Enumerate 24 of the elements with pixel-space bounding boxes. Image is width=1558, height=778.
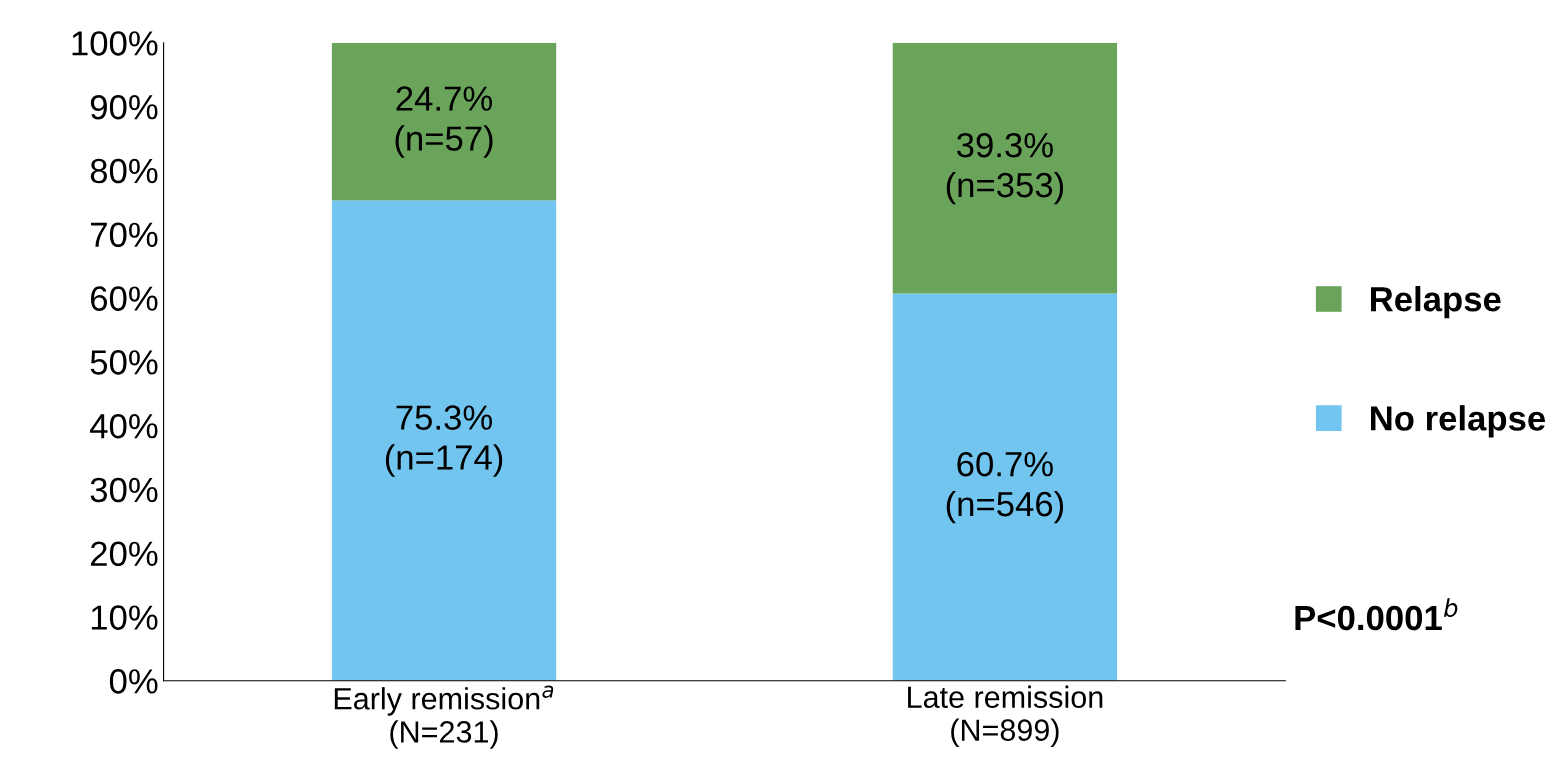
x-tick-label: Late remission (N=899) [908, 685, 1103, 747]
data-label: 24.7% (n=57) [395, 86, 493, 158]
bar [331, 200, 557, 681]
y-tick-label: 70% [91, 222, 158, 248]
bar [331, 42, 557, 201]
legend-label: Relapse [1371, 286, 1501, 319]
category-label: Early remission$^{a}$ (N=231) [334, 685, 554, 749]
data-label: 39.3% (n=353) [946, 132, 1064, 205]
bar [892, 42, 1118, 294]
y-tick-label: 50% [90, 350, 158, 375]
y-tick-label: 20% [90, 541, 158, 567]
y-tick-label: 60% [91, 286, 158, 311]
y-tick-label: 0% [109, 669, 158, 694]
data-label: 75.3% (n=174) [385, 405, 503, 477]
text: P<0.0001$^{b}$ [1295, 598, 1458, 631]
legend-label: No relapse [1371, 405, 1546, 438]
y-tick-label: 40% [90, 413, 158, 439]
y-tick-label: 10% [91, 605, 158, 630]
y-tick-label: 100% [72, 31, 158, 56]
data-label: 60.7% (n=546) [946, 451, 1064, 524]
y-tick-label: 90% [90, 94, 158, 120]
bar [892, 293, 1118, 681]
y-tick-label: 80% [90, 158, 158, 184]
y-tick-label: 30% [90, 477, 158, 503]
